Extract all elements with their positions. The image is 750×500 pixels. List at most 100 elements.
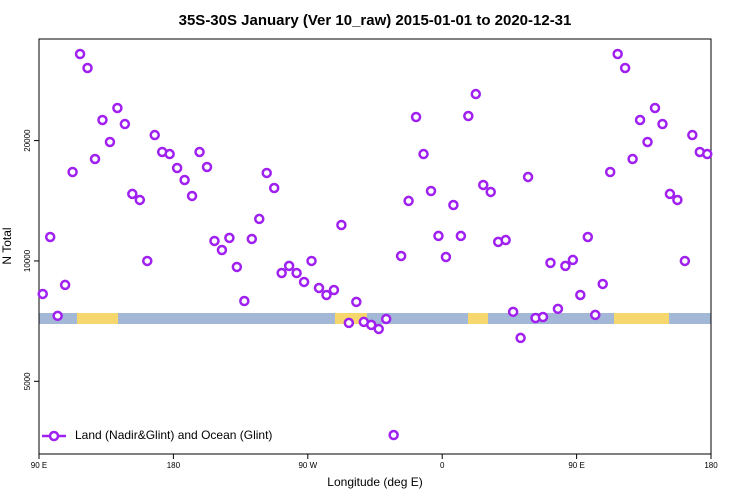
point xyxy=(149,129,160,141)
point xyxy=(298,276,310,288)
point xyxy=(89,153,101,165)
point xyxy=(321,289,332,301)
chart-title: 35S-30S January (Ver 10_raw) 2015-01-01 … xyxy=(179,12,572,29)
point xyxy=(179,174,190,186)
point xyxy=(291,267,302,279)
point xyxy=(366,319,377,331)
point xyxy=(194,146,205,158)
point xyxy=(201,161,213,173)
point xyxy=(261,167,272,179)
point xyxy=(171,162,183,174)
point xyxy=(619,62,631,74)
point xyxy=(664,188,676,200)
point xyxy=(283,260,295,272)
point xyxy=(97,114,108,126)
point xyxy=(440,251,452,263)
point xyxy=(634,114,646,126)
point xyxy=(351,296,362,308)
y-axis-label: N Total xyxy=(0,227,14,264)
point xyxy=(59,279,71,291)
point xyxy=(395,250,407,262)
y-tick-label: 5000 xyxy=(23,372,32,390)
point xyxy=(418,148,429,160)
land-patch xyxy=(468,313,488,324)
x-tick-label: 0 xyxy=(440,461,445,470)
point xyxy=(343,317,355,329)
point xyxy=(537,311,549,323)
point xyxy=(82,62,93,74)
x-axis-label: Longitude (deg E) xyxy=(327,475,422,489)
point xyxy=(515,332,526,344)
point xyxy=(306,255,317,267)
point xyxy=(373,323,384,335)
point xyxy=(67,166,78,178)
point xyxy=(119,118,131,130)
x-tick-label: 90 W xyxy=(298,461,317,470)
point xyxy=(112,102,123,114)
point xyxy=(679,255,691,267)
x-tick-label: 180 xyxy=(167,461,181,470)
point xyxy=(104,136,116,148)
plot-frame xyxy=(38,38,712,455)
point xyxy=(433,230,444,242)
point xyxy=(403,195,414,207)
point xyxy=(597,278,608,290)
point xyxy=(388,429,399,441)
point xyxy=(313,282,325,294)
point xyxy=(231,261,243,273)
point xyxy=(590,309,601,321)
point xyxy=(702,148,713,160)
point xyxy=(478,179,489,191)
point xyxy=(448,199,459,211)
point xyxy=(254,213,265,225)
ocean-band xyxy=(39,313,711,324)
point xyxy=(545,257,556,269)
point xyxy=(224,232,235,244)
point xyxy=(134,194,146,206)
point xyxy=(425,185,437,197)
point xyxy=(44,231,56,243)
y-tick-label: 10000 xyxy=(23,249,32,272)
point xyxy=(380,313,392,325)
point xyxy=(485,186,496,198)
point xyxy=(470,88,482,100)
land-patch xyxy=(77,313,118,324)
x-tick-label: 90 E xyxy=(568,461,584,470)
point xyxy=(186,190,198,202)
y-tick-label: 20000 xyxy=(23,129,32,152)
point xyxy=(560,260,571,272)
point xyxy=(336,219,347,231)
legend-label: Land (Nadir&Glint) and Ocean (Glint) xyxy=(75,428,272,442)
point xyxy=(410,111,422,123)
point xyxy=(672,194,683,206)
point xyxy=(687,129,698,141)
point xyxy=(276,267,287,279)
legend-marker xyxy=(48,430,60,442)
x-tick-label: 90 E xyxy=(31,461,47,470)
point xyxy=(552,303,564,315)
point xyxy=(74,48,86,60)
point xyxy=(328,284,340,296)
point xyxy=(216,244,228,256)
point xyxy=(246,233,258,245)
point xyxy=(649,102,661,114)
point xyxy=(127,188,138,200)
land-patch xyxy=(614,313,669,324)
point xyxy=(500,234,511,246)
point xyxy=(657,118,668,130)
point xyxy=(582,231,594,243)
point xyxy=(507,306,519,318)
x-tick-label: 180 xyxy=(704,461,718,470)
point xyxy=(567,254,579,266)
point xyxy=(52,310,63,322)
point xyxy=(164,148,175,160)
point xyxy=(522,171,534,183)
point xyxy=(268,182,280,194)
point xyxy=(612,48,623,60)
point xyxy=(239,295,250,307)
point xyxy=(37,288,48,300)
point xyxy=(455,230,467,242)
point xyxy=(209,235,220,247)
